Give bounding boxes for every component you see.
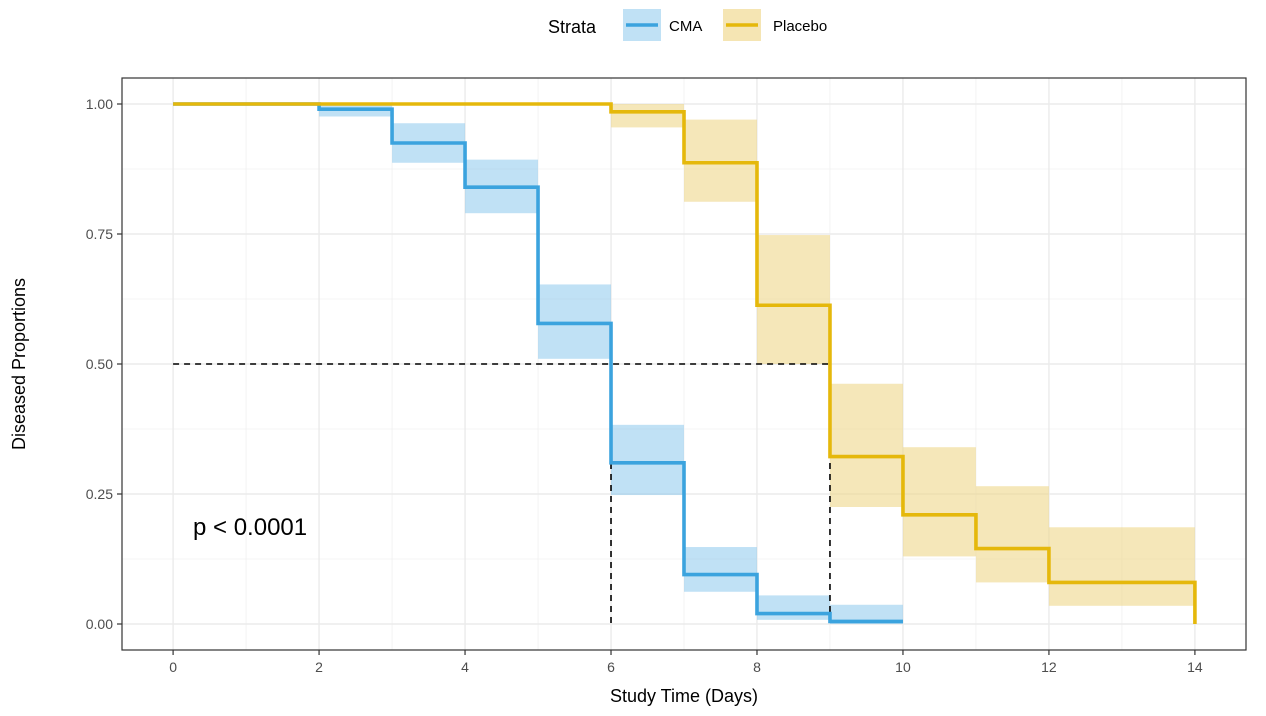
ci-band-cma-7	[756, 595, 830, 620]
curve-cma	[173, 102, 903, 624]
y-axis: 0.00 0.25 0.50 0.75 1.00	[86, 96, 122, 632]
survival-curves	[173, 102, 1197, 624]
curve-placebo	[173, 102, 1197, 624]
y-tick-label: 0.75	[86, 226, 113, 242]
plot-panel	[121, 77, 1247, 651]
x-tick-label: 14	[1187, 659, 1203, 675]
ci-band-cma-6	[684, 547, 757, 592]
ci-band-cma-4	[538, 284, 612, 359]
y-tick-label: 0.25	[86, 486, 113, 502]
x-tick-label: 0	[169, 659, 177, 675]
x-axis-title: Study Time (Days)	[610, 686, 758, 706]
legend: Strata CMA Placebo	[548, 9, 827, 41]
confidence-bands	[319, 104, 1195, 624]
x-tick-label: 10	[895, 659, 911, 675]
y-axis-title: Diseased Proportions	[9, 278, 29, 450]
x-axis: 0 2 4 6 8 10 12 14	[169, 650, 1203, 675]
x-tick-label: 4	[461, 659, 469, 675]
legend-label-cma: CMA	[669, 18, 702, 35]
x-tick-label: 8	[753, 659, 761, 675]
y-tick-label: 1.00	[86, 96, 113, 112]
p-value-annotation: p < 0.0001	[193, 514, 307, 541]
x-tick-label: 12	[1041, 659, 1057, 675]
legend-title: Strata	[548, 17, 597, 37]
ci-band-placebo-1	[611, 104, 684, 128]
ci-band-placebo-3	[756, 235, 830, 364]
ci-band-placebo-7	[1048, 527, 1195, 606]
legend-label-placebo: Placebo	[773, 18, 827, 35]
ci-band-placebo-5	[902, 447, 976, 557]
y-tick-label: 0.00	[86, 616, 113, 632]
y-tick-label: 0.50	[86, 356, 113, 372]
ci-band-placebo-4	[829, 383, 903, 507]
x-tick-label: 6	[607, 659, 615, 675]
ci-band-cma-8	[829, 604, 903, 624]
ci-band-cma-5	[611, 424, 684, 496]
ci-band-placebo-2	[684, 119, 757, 202]
ci-band-placebo-6	[975, 486, 1049, 583]
x-tick-label: 2	[315, 659, 323, 675]
